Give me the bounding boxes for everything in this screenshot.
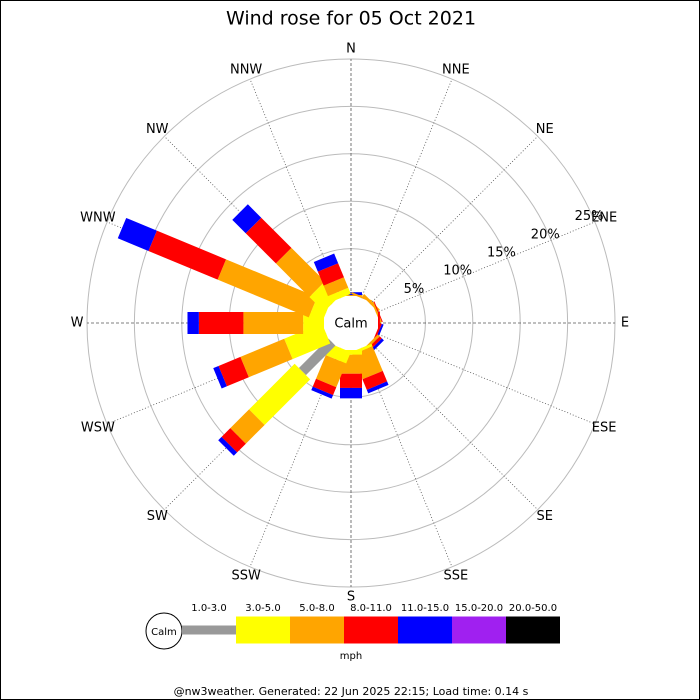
bar-segment bbox=[298, 338, 336, 376]
bar-segment bbox=[275, 247, 325, 297]
bar-segment bbox=[213, 365, 227, 389]
spoke bbox=[369, 341, 538, 510]
direction-label: WNW bbox=[80, 211, 116, 226]
bar-segment bbox=[366, 381, 389, 394]
bar-segment bbox=[315, 355, 347, 388]
bar-segment bbox=[217, 259, 318, 318]
bar-segment bbox=[340, 295, 362, 296]
bar-segment bbox=[221, 428, 246, 453]
bar-segment bbox=[323, 277, 349, 297]
legend-swatch bbox=[182, 625, 236, 635]
legend-swatch bbox=[398, 616, 452, 644]
calm-circle bbox=[325, 297, 377, 349]
bar-segment bbox=[243, 312, 304, 334]
bar-segment bbox=[249, 363, 311, 425]
direction-label: NNW bbox=[230, 62, 262, 77]
bar-segment bbox=[312, 378, 337, 396]
bar-segment bbox=[218, 436, 238, 456]
legend-swatch bbox=[452, 616, 506, 644]
bar-segment bbox=[362, 370, 388, 390]
ring-label: 5% bbox=[404, 282, 425, 297]
bar-segment bbox=[340, 350, 362, 355]
direction-label: ENE bbox=[591, 211, 617, 226]
bar-segment bbox=[187, 312, 199, 334]
ring-label: 25% bbox=[575, 209, 604, 224]
direction-label: W bbox=[71, 316, 84, 331]
bar-segment bbox=[313, 253, 339, 272]
direction-label: N bbox=[346, 42, 356, 57]
ring bbox=[133, 105, 569, 541]
legend-label: 3.0-5.0 bbox=[245, 603, 280, 614]
bar-segment bbox=[340, 373, 362, 388]
legend-label: 1.0-3.0 bbox=[191, 603, 226, 614]
ring-label: 15% bbox=[487, 246, 516, 261]
direction-label: E bbox=[621, 316, 629, 331]
direction-label: NE bbox=[536, 122, 554, 137]
calm-label: Calm bbox=[334, 317, 367, 332]
footer: @nw3weather. Generated: 22 Jun 2025 22:1… bbox=[174, 685, 529, 698]
spoke bbox=[360, 78, 453, 299]
ring-label: 20% bbox=[531, 227, 560, 242]
direction-label: NNE bbox=[442, 62, 470, 77]
unit-label: mph bbox=[340, 651, 362, 662]
direction-label: SE bbox=[537, 509, 553, 524]
bar-segment bbox=[148, 230, 227, 280]
direction-label: WSW bbox=[81, 420, 115, 435]
bar-segment bbox=[317, 263, 344, 286]
direction-label: NW bbox=[146, 122, 169, 137]
spoke bbox=[375, 332, 596, 425]
legend-swatch bbox=[344, 616, 398, 644]
legend-calm-label: Calm bbox=[151, 627, 177, 638]
bar-segment bbox=[245, 217, 292, 264]
spoke bbox=[375, 221, 596, 314]
legend-swatch bbox=[236, 616, 290, 644]
legend-swatch bbox=[290, 616, 344, 644]
legend-label: 5.0-8.0 bbox=[299, 603, 334, 614]
bar-segment bbox=[230, 409, 265, 444]
direction-label: SSE bbox=[443, 569, 468, 584]
ring-label: 10% bbox=[443, 264, 472, 279]
bar-segment bbox=[311, 386, 334, 399]
direction-label: ESE bbox=[592, 420, 617, 435]
bar-segment bbox=[218, 356, 249, 387]
bar-segment bbox=[327, 287, 351, 303]
direction-label: SW bbox=[147, 509, 168, 524]
bar-segment bbox=[198, 312, 244, 334]
direction-label: SSW bbox=[231, 569, 261, 584]
legend-label: 15.0-20.0 bbox=[455, 603, 503, 614]
bar-segment bbox=[340, 292, 362, 296]
legend-label: 20.0-50.0 bbox=[509, 603, 557, 614]
chart-title: Wind rose for 05 Oct 2021 bbox=[226, 8, 476, 30]
direction-label: S bbox=[347, 590, 355, 605]
legend-label: 8.0-11.0 bbox=[350, 603, 392, 614]
bar-segment bbox=[373, 301, 383, 323]
bar-segment bbox=[117, 217, 157, 251]
bar-segment bbox=[240, 338, 293, 378]
spoke bbox=[369, 136, 538, 305]
legend-label: 11.0-15.0 bbox=[401, 603, 449, 614]
bar-segment bbox=[340, 387, 362, 399]
bar-segment bbox=[232, 204, 262, 234]
legend-swatch bbox=[506, 616, 560, 644]
